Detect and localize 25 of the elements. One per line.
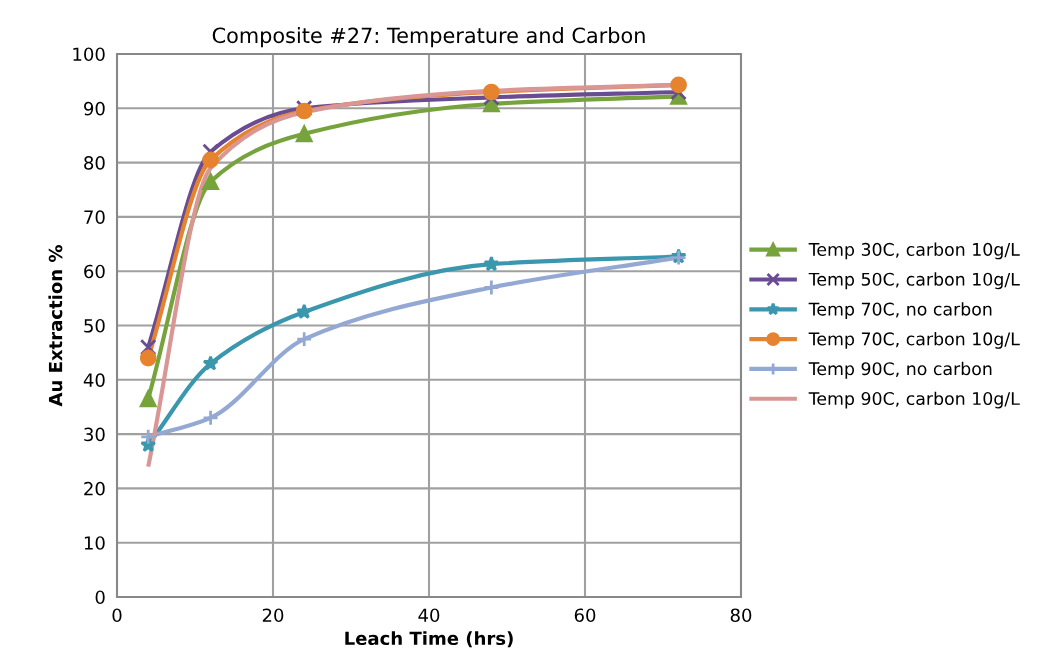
legend-label: Temp 30C, carbon 10g/L (808, 242, 1020, 260)
legend-label: Temp 70C, carbon 10g/L (808, 332, 1020, 349)
legend-label: Temp 90C, carbon 10g/L (808, 391, 1020, 409)
y-tick-label: 80 (84, 156, 105, 170)
y-tick-label: 70 (84, 210, 105, 225)
x-tick-label: 20 (262, 608, 284, 623)
x-tick-label: 0 (112, 608, 122, 623)
x-axis-title: Leach Time (hrs) (345, 631, 513, 648)
y-tick-label: 30 (84, 427, 105, 442)
y-axis-title: Au Extraction % (48, 245, 63, 407)
x-tick-label: 60 (574, 608, 596, 623)
x-tick-label: 80 (730, 608, 752, 623)
legend-label: Temp 50C, carbon 10g/L (808, 272, 1020, 290)
legend-label: Temp 90C, no carbon (808, 361, 992, 379)
y-tick-label: 90 (84, 101, 105, 116)
y-tick-label: 0 (95, 590, 105, 605)
y-tick-label: 60 (84, 264, 105, 279)
y-tick-label: 50 (84, 318, 105, 333)
y-tick-label: 20 (84, 481, 105, 496)
legend-label: Temp 70C, no carbon (808, 302, 992, 319)
x-tick-label: 40 (418, 608, 440, 623)
y-tick-label: 40 (83, 373, 105, 387)
chart-title: Composite #27: Temperature and Carbon (212, 27, 645, 48)
y-tick-label: 100 (73, 47, 105, 62)
y-tick-label: 10 (84, 536, 105, 550)
